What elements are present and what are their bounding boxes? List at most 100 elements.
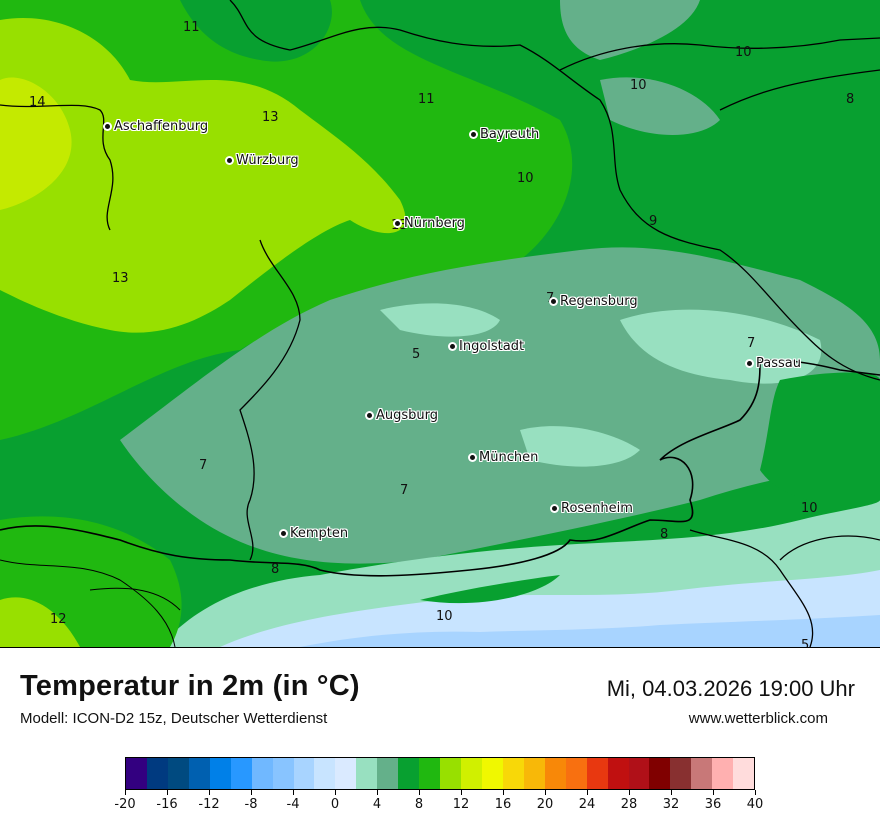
colorbar-tick-label: 24 [578,797,596,812]
colorbar-bin [586,758,608,789]
colorbar-tick [419,790,420,795]
colorbar-tick-label: 8 [414,797,424,812]
colorbar-tick-label: -12 [198,797,220,812]
temperature-label: 10 [436,609,453,624]
colorbar-bin [670,758,692,789]
website-link[interactable]: www.wetterblick.com [688,710,828,727]
city-label: Regensburg [560,294,638,309]
colorbar-tick [167,790,168,795]
colorbar-bin [419,758,441,789]
colorbar-bin [502,758,524,789]
colorbar-tick [545,790,546,795]
colorbar-bin [628,758,650,789]
city-label: Würzburg [236,153,299,168]
colorbar-tick [251,790,252,795]
temperature-label: 10 [801,501,818,516]
colorbar-ticks: -20 -16 -12 -8 -4 0 4 8 12 16 20 24 28 32 36 40 [114,790,763,820]
colorbar-bin [565,758,587,789]
colorbar-tick-label: 40 [746,797,764,812]
city-label: Bayreuth [480,127,540,142]
temperature-label: 11 [418,92,435,107]
colorbar-tick-label: 20 [536,797,554,812]
temperature-map: 11 14 13 11 10 10 10 8 9 13 13 7 5 7 7 7 10 8 8 12 10 5 Ascha… [0,0,880,648]
colorbar-bin [691,758,713,789]
colorbar-tick [671,790,672,795]
city-dot-icon [552,506,557,511]
city-dot-icon [281,531,286,536]
colorbar-tick [335,790,336,795]
colorbar-tick-label: 28 [620,797,638,812]
colorbar-bin [146,758,168,789]
colorbar-tick [461,790,462,795]
city-dot-icon [395,221,400,226]
city-marker: München [470,450,538,465]
city-dot-icon [227,158,232,163]
colorbar-bin [126,758,147,789]
temperature-label: 8 [846,92,855,107]
forecast-datetime: Mi, 04.03.2026 19:00 Uhr [606,676,855,701]
colorbar-bin [356,758,378,789]
temperature-label: 5 [412,347,421,362]
colorbar-tick-label: 4 [372,797,382,812]
temperature-colorbar [125,757,755,790]
colorbar-tick [629,790,630,795]
city-marker: Bayreuth [471,127,539,142]
colorbar-tick [755,790,756,795]
temperature-label: 7 [747,336,756,351]
city-dot-icon [105,124,110,129]
colorbar-bin [251,758,273,789]
city-dot-icon [551,299,556,304]
colorbar-bin [712,758,734,789]
temperature-label: 11 [183,20,200,35]
colorbar-bin [607,758,629,789]
temperature-label: 10 [517,171,534,186]
city-marker: Würzburg [227,153,299,168]
colorbar-bin [733,758,755,789]
city-label: Passau [756,356,801,371]
colorbar-bin [335,758,357,789]
city-dot-icon [450,344,455,349]
temperature-label: 7 [546,291,555,306]
colorbar-bin [481,758,503,789]
city-dot-icon [471,132,476,137]
temperature-label: 14 [29,95,46,110]
colorbar-tick [377,790,378,795]
colorbar-bin [398,758,420,789]
colorbar-tick-label: -20 [114,797,136,812]
colorbar-tick-label: -16 [156,797,178,812]
city-dot-icon [367,413,372,418]
colorbar-tick-label: 0 [330,797,340,812]
city-marker: Rosenheim [552,501,633,516]
colorbar-bin [377,758,399,789]
city-label: Rosenheim [561,501,633,516]
colorbar-bin [440,758,461,789]
temperature-label: 8 [660,527,669,542]
city-marker: Augsburg [367,408,438,423]
temperature-label: 10 [735,45,752,60]
city-label: Nürnberg [404,216,465,231]
city-label: München [479,450,539,465]
temperature-label: 12 [50,612,67,627]
colorbar-bin [167,758,189,789]
temperature-label: 13 [112,271,129,286]
temperature-label: 10 [630,78,647,93]
colorbar-tick [587,790,588,795]
colorbar-bin [230,758,252,789]
temperature-label: 5 [801,638,810,648]
city-label: Kempten [290,526,349,541]
colorbar-tick [293,790,294,795]
colorbar-tick-label: 32 [662,797,680,812]
city-dot-icon [747,361,752,366]
city-label: Aschaffenburg [114,119,209,134]
temperature-label: 9 [649,214,658,229]
city-marker: Nürnberg [395,216,465,231]
model-source: Modell: ICON-D2 15z, Deutscher Wetterdie… [20,710,328,727]
colorbar-tick-label: -4 [286,797,300,812]
colorbar-tick-label: -8 [244,797,258,812]
temperature-label: 13 [262,110,279,125]
city-marker: Kempten [281,526,348,541]
colorbar-bin [544,758,566,789]
colorbar-bin [272,758,294,789]
colorbar-bin [649,758,671,789]
city-marker: Aschaffenburg [105,119,208,134]
